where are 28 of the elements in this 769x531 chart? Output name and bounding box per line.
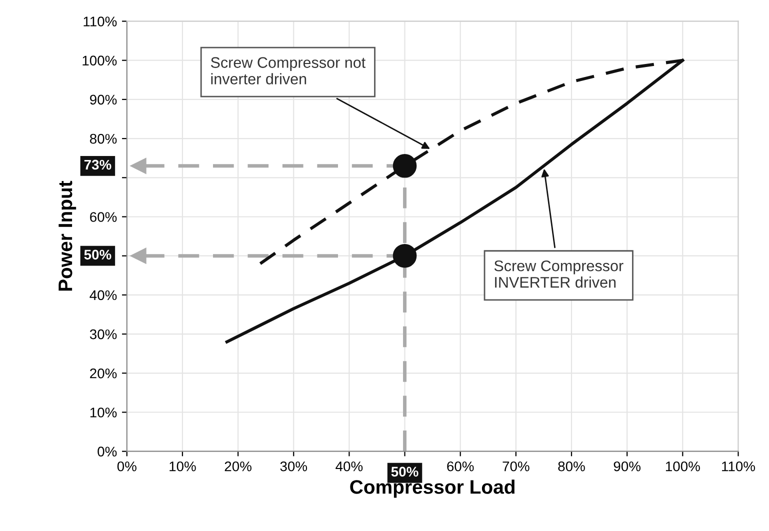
x-axis-title: Compressor Load <box>350 480 514 498</box>
annotation: Screw Compressor INVERTER driven <box>494 260 624 288</box>
ref-line-label: 50% <box>84 250 112 260</box>
y-tick-label: 110% <box>84 16 117 26</box>
ref-line-label: 73% <box>84 160 112 170</box>
y-tick-label: 100% <box>82 56 117 66</box>
ref-line-label: 50% <box>391 466 418 477</box>
x-tick-label: 40% <box>336 461 363 472</box>
x-tick-label: 90% <box>614 461 640 472</box>
y-tick-label: 20% <box>90 368 117 378</box>
y-tick-label: 90% <box>90 94 117 105</box>
annotation: Screw Compressor not inverter driven <box>210 57 366 84</box>
x-tick-label: 110% <box>722 461 755 472</box>
y-tick-label: 30% <box>90 329 117 340</box>
x-tick-label: 20% <box>224 461 252 472</box>
x-tick-label: 70% <box>502 461 530 472</box>
y-tick-label: 80% <box>90 134 117 144</box>
y-axis-title: Power Input <box>58 180 76 291</box>
x-tick-label: 80% <box>558 461 585 472</box>
x-tick-label: 10% <box>170 461 196 472</box>
y-tick-label: 40% <box>90 290 117 300</box>
x-tick-label: 100% <box>666 461 700 472</box>
x-tick-label: 0% <box>117 461 136 472</box>
y-tick-label: 0% <box>98 446 117 457</box>
x-tick-label: 30% <box>280 461 308 472</box>
y-tick-label: 60% <box>90 212 117 222</box>
y-tick-label: 10% <box>90 408 117 418</box>
x-tick-label: 60% <box>447 461 474 472</box>
